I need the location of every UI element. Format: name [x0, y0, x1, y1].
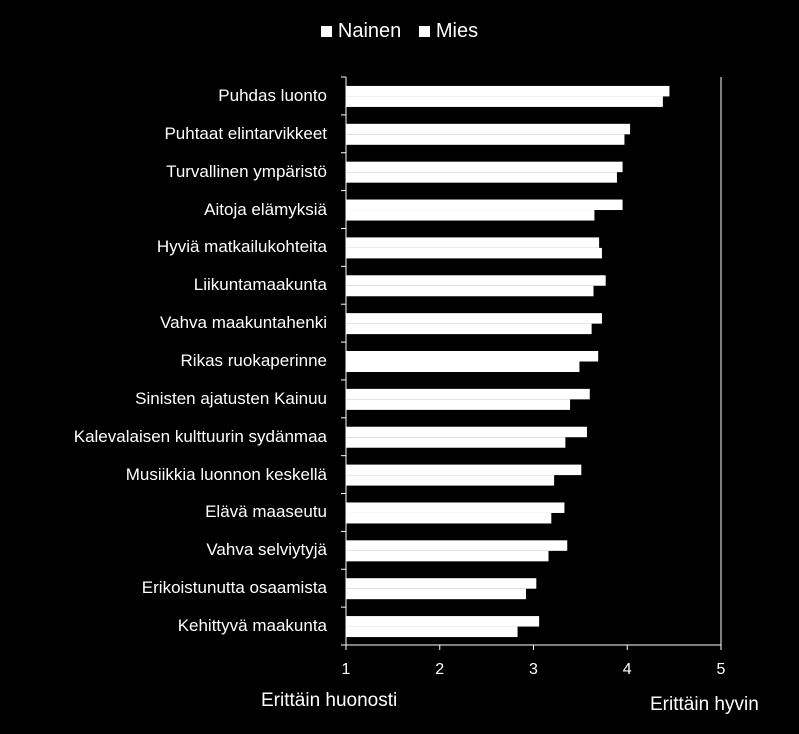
- bar-mies: [346, 247, 602, 259]
- bar-nainen: [346, 578, 537, 589]
- legend-item-mies: Mies: [418, 20, 479, 43]
- bar-nainen: [346, 275, 606, 286]
- bar-mies: [346, 285, 594, 297]
- x-tick-label: 3: [529, 661, 538, 678]
- bar-mies: [346, 134, 625, 145]
- bar-mies: [346, 550, 549, 562]
- legend-label-mies: Mies: [435, 20, 479, 42]
- bar-mies: [346, 96, 663, 107]
- category-label: Turvallinen ympäristö: [166, 161, 327, 181]
- category-label: Vahva maakuntahenki: [160, 313, 327, 333]
- category-label: Kalevalaisen kulttuurin sydänmaa: [73, 426, 327, 446]
- annotation-left: Erittäin huonosti: [261, 690, 398, 711]
- category-label: Vahva selviytyjä: [206, 540, 327, 560]
- bar-nainen: [346, 123, 631, 135]
- bar-mies: [346, 210, 595, 221]
- bar-nainen: [346, 426, 587, 438]
- category-label: Elävä maaseutu: [205, 502, 327, 522]
- bar-nainen: [346, 237, 600, 248]
- category-label: Sinisten ajatusten Kainuu: [135, 388, 327, 408]
- x-tick-label: 5: [716, 661, 726, 678]
- bar-mies: [346, 475, 555, 486]
- bar-mies: [346, 626, 518, 638]
- x-tick-label: 4: [622, 661, 632, 678]
- legend-label-nainen: Nainen: [337, 20, 402, 42]
- x-tick-label: 1: [341, 661, 351, 678]
- bar-mies: [346, 172, 617, 183]
- bar-nainen: [346, 464, 582, 476]
- bar-mies: [346, 437, 566, 448]
- bar-nainen: [346, 388, 590, 400]
- bar-nainen: [346, 161, 623, 173]
- bar-nainen: [346, 85, 670, 97]
- category-label: Rikas ruokaperinne: [180, 351, 327, 370]
- category-label: Erikoistunutta osaamista: [141, 578, 327, 598]
- bar-nainen: [346, 351, 599, 362]
- legend-swatch-mies: [418, 26, 430, 37]
- x-tick-label: 2: [435, 661, 445, 678]
- category-label: Liikuntamaakunta: [193, 275, 327, 295]
- category-label: Musiikkia luonnon keskellä: [125, 464, 327, 484]
- bar-nainen: [346, 616, 540, 627]
- bar-mies: [346, 323, 592, 335]
- bar-nainen: [346, 502, 565, 513]
- bar-nainen: [346, 313, 602, 324]
- legend: Nainen Mies: [0, 20, 799, 43]
- bar-mies: [346, 588, 526, 600]
- category-label: Kehittyvä maakunta: [177, 616, 327, 636]
- annotation-right: Erittäin hyvin: [650, 694, 759, 715]
- bar-mies: [346, 512, 552, 524]
- legend-item-nainen: Nainen: [320, 20, 402, 43]
- bar-mies: [346, 399, 571, 410]
- category-label: Puhtaat elintarvikkeet: [164, 123, 327, 143]
- bar-mies: [346, 361, 580, 372]
- category-label: Aitoja elämyksiä: [204, 199, 327, 219]
- category-label: Puhdas luonto: [218, 85, 327, 105]
- bar-nainen: [346, 540, 568, 551]
- category-label: Hyviä matkailukohteita: [156, 237, 327, 257]
- bar-nainen: [346, 199, 623, 211]
- legend-swatch-nainen: [320, 26, 332, 37]
